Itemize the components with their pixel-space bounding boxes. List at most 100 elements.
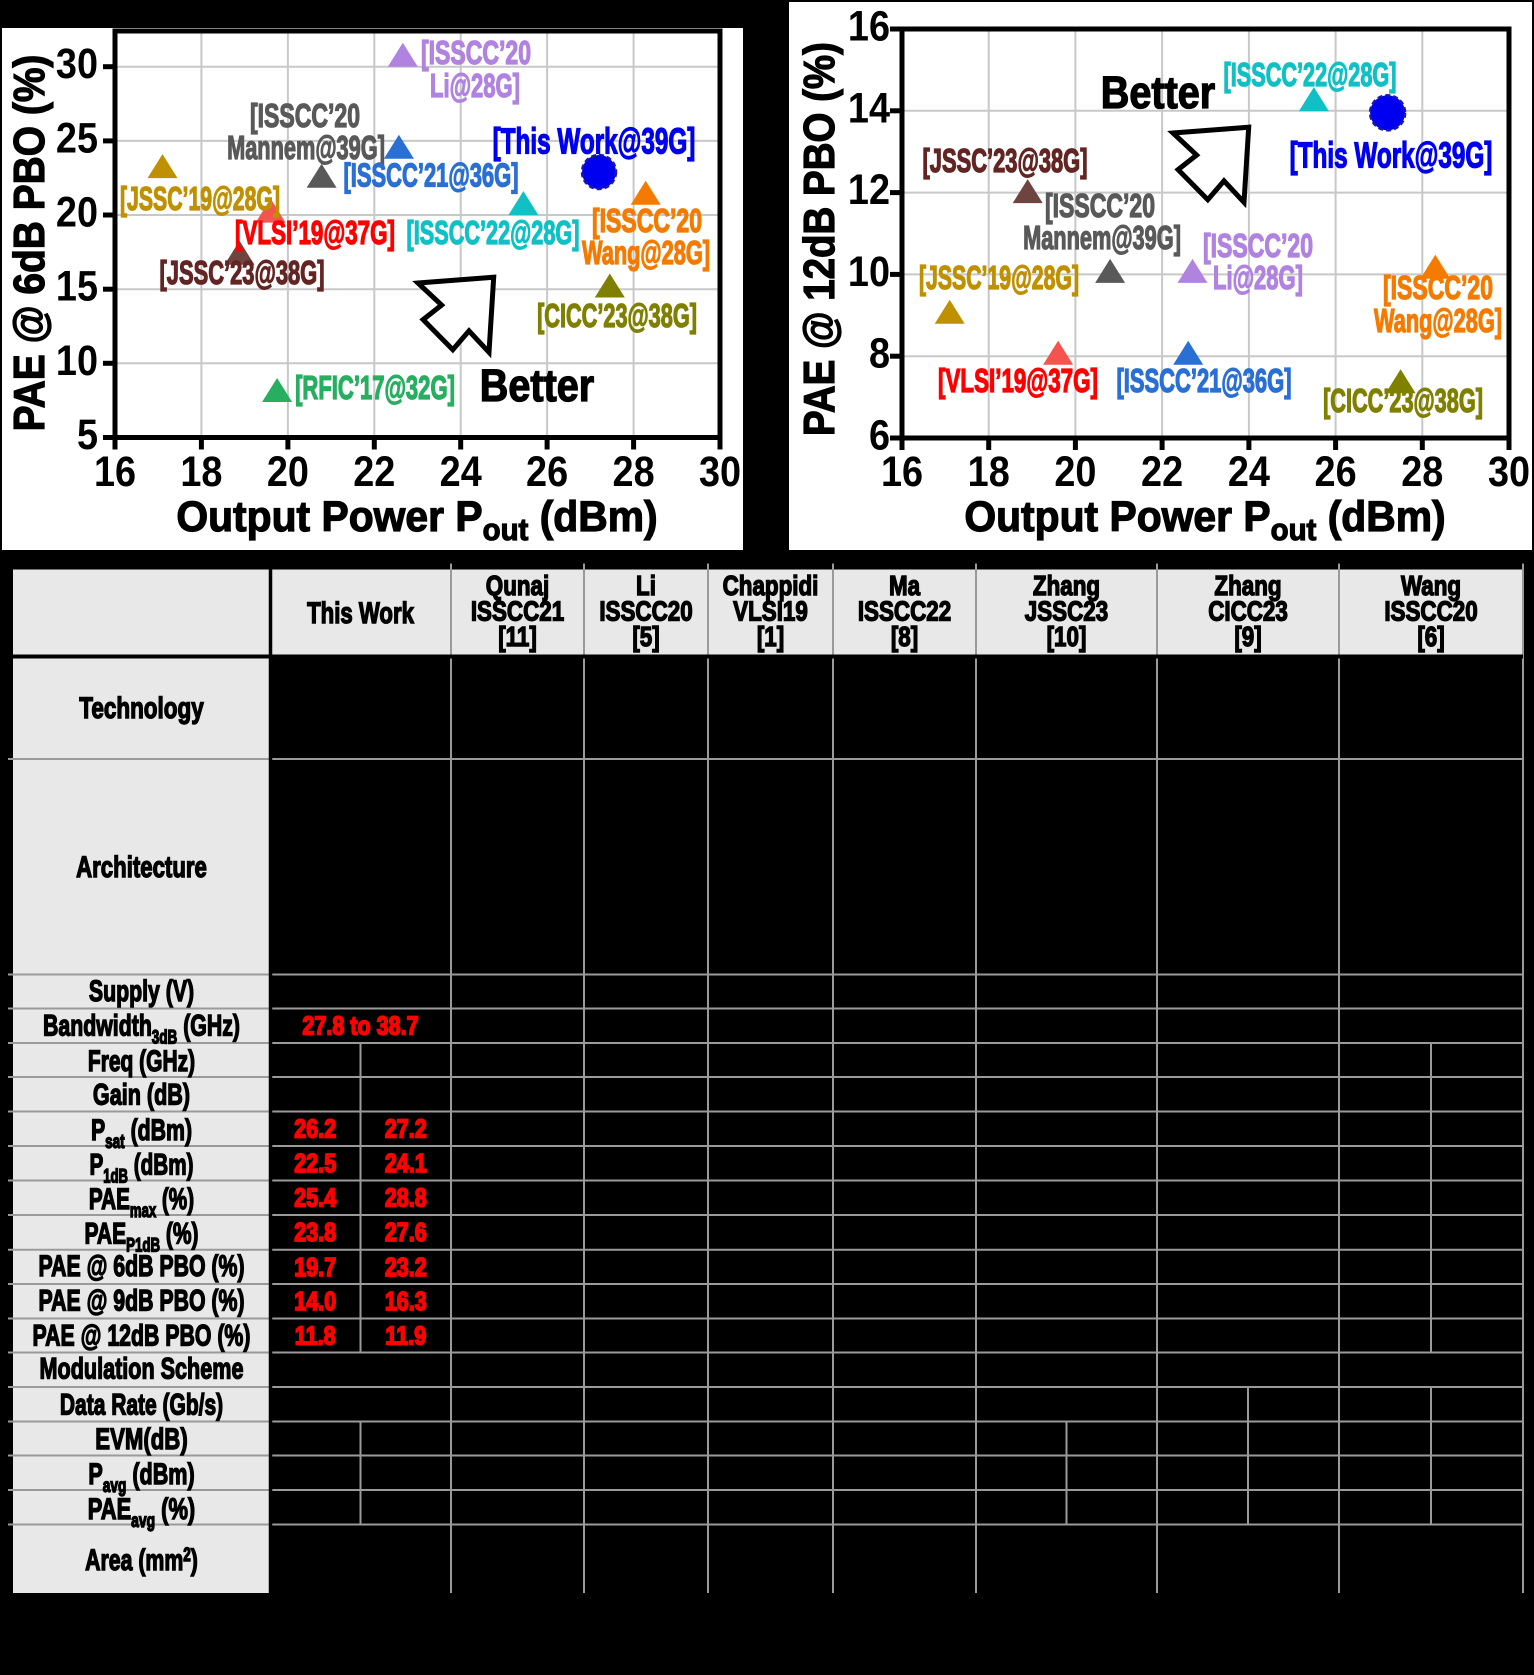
svg-text:Freq (GHz): Freq (GHz) [88,1046,195,1078]
svg-text:Ma: Ma [889,571,921,602]
svg-text:PAE @ 12dB PBO (%): PAE @ 12dB PBO (%) [33,1318,251,1353]
svg-text:ISSCC21: ISSCC21 [471,596,564,627]
svg-text:24: 24 [1228,447,1271,496]
svg-text:22.5: 22.5 [294,1149,336,1178]
svg-text:This Work: This Work [307,596,414,630]
svg-text:22: 22 [1141,447,1183,496]
svg-text:27.2: 27.2 [385,1115,427,1144]
svg-text:[This Work@39G]: [This Work@39G] [493,121,696,162]
svg-text:Zhang: Zhang [1214,571,1281,602]
svg-text:PAE @ 12dB PBO (%): PAE @ 12dB PBO (%) [795,42,844,436]
svg-text:10: 10 [848,247,890,296]
svg-text:[ISSCC’20: [ISSCC’20 [1045,188,1155,225]
svg-text:11.8: 11.8 [295,1322,336,1351]
svg-text:[ISSCC’22@28G]: [ISSCC’22@28G] [1224,56,1397,93]
svg-text:ISSCC20: ISSCC20 [599,596,692,627]
svg-text:22: 22 [353,447,395,496]
svg-text:CICC23: CICC23 [1208,596,1288,627]
svg-text:Better: Better [480,361,594,411]
svg-text:19.7: 19.7 [294,1253,336,1282]
svg-text:[CICC’23@38G]: [CICC’23@38G] [537,297,697,334]
svg-text:[JSSC’19@28G]: [JSSC’19@28G] [120,180,280,217]
svg-text:Wang@28G]: Wang@28G] [582,234,710,271]
svg-text:24.1: 24.1 [385,1149,427,1178]
svg-text:10: 10 [56,336,98,385]
svg-text:26.2: 26.2 [294,1115,336,1144]
svg-text:Modulation Scheme: Modulation Scheme [40,1351,244,1385]
svg-text:28: 28 [613,447,655,496]
svg-text:18: 18 [180,447,222,496]
svg-text:Technology: Technology [79,691,204,725]
svg-text:Li@28G]: Li@28G] [430,68,520,104]
svg-text:Gain (dB): Gain (dB) [93,1077,190,1111]
svg-text:8: 8 [869,328,890,377]
svg-text:PAE @ 6dB PBO (%): PAE @ 6dB PBO (%) [38,1248,244,1283]
svg-text:Li: Li [636,571,656,602]
svg-text:Chappidi: Chappidi [723,571,819,602]
svg-text:16: 16 [848,1,890,50]
svg-text:[CICC’23@38G]: [CICC’23@38G] [1323,382,1483,419]
svg-text:27.8 to 38.7: 27.8 to 38.7 [302,1012,418,1041]
svg-text:Li@28G]: Li@28G] [1213,260,1303,296]
svg-text:Better: Better [1101,68,1215,118]
svg-text:[ISSCC’22@28G]: [ISSCC’22@28G] [407,214,580,251]
svg-text:15: 15 [56,261,98,310]
svg-text:PAE @ 6dB PBO (%): PAE @ 6dB PBO (%) [4,55,54,432]
svg-text:Architecture: Architecture [76,850,207,884]
svg-text:ISSCC20: ISSCC20 [1384,596,1477,627]
svg-text:Mannem@39G]: Mannem@39G] [1023,219,1181,256]
svg-text:Output Power Pout (dBm): Output Power Pout (dBm) [964,492,1445,547]
svg-text:[11]: [11] [498,622,537,653]
svg-text:11.9: 11.9 [385,1322,426,1351]
svg-text:[5]: [5] [632,622,659,653]
svg-text:[6]: [6] [1417,622,1444,653]
svg-text:Mannem@39G]: Mannem@39G] [227,129,385,166]
svg-text:14: 14 [848,83,891,132]
svg-text:Qunaj: Qunaj [486,571,549,602]
svg-text:27.6: 27.6 [385,1218,427,1247]
svg-text:[ISSCC’21@36G]: [ISSCC’21@36G] [343,157,518,194]
svg-text:Area (mm2): Area (mm2) [85,1542,198,1577]
svg-text:12: 12 [848,165,890,214]
svg-text:ISSCC22: ISSCC22 [858,596,951,627]
svg-text:5: 5 [77,410,98,459]
svg-text:30: 30 [56,39,98,88]
svg-text:20: 20 [1054,447,1096,496]
svg-text:[JSSC’23@38G]: [JSSC’23@38G] [922,143,1087,180]
svg-text:30: 30 [1488,447,1530,496]
svg-text:24: 24 [440,447,483,496]
svg-text:P1dB (dBm): P1dB (dBm) [89,1149,193,1187]
svg-text:Wang: Wang [1401,571,1461,602]
svg-text:[RFIC’17@32G]: [RFIC’17@32G] [295,370,455,406]
svg-text:Data Rate (Gb/s): Data Rate (Gb/s) [60,1389,223,1421]
svg-text:16: 16 [94,447,136,496]
svg-text:Supply (V): Supply (V) [89,973,194,1008]
svg-text:20: 20 [56,187,98,236]
svg-text:[This Work@39G]: [This Work@39G] [1290,135,1493,176]
svg-text:26: 26 [1315,447,1357,496]
svg-text:[ISSCC’20: [ISSCC’20 [421,35,531,72]
svg-text:[1]: [1] [757,622,784,653]
svg-text:[ISSCC’21@36G]: [ISSCC’21@36G] [1116,363,1291,400]
svg-text:VLSI19: VLSI19 [733,596,808,627]
svg-text:[JSSC’23@38G]: [JSSC’23@38G] [159,255,324,292]
svg-text:[ISSCC’20: [ISSCC’20 [1203,228,1313,265]
svg-text:[8]: [8] [891,622,918,653]
svg-text:EVM(dB): EVM(dB) [95,1422,187,1456]
svg-text:[ISSCC’20: [ISSCC’20 [250,98,360,135]
svg-text:16.3: 16.3 [385,1287,427,1316]
svg-text:Wang@28G]: Wang@28G] [1374,302,1502,339]
svg-text:23.2: 23.2 [385,1253,427,1282]
svg-text:Zhang: Zhang [1033,571,1100,602]
svg-text:Bandwidth3dB (GHz): Bandwidth3dB (GHz) [43,1008,240,1048]
svg-text:[VLSI’19@37G]: [VLSI’19@37G] [938,362,1098,399]
svg-text:PAE @ 9dB PBO (%): PAE @ 9dB PBO (%) [38,1283,244,1318]
svg-text:[10]: [10] [1047,622,1087,653]
svg-text:18: 18 [968,447,1010,496]
svg-text:28: 28 [1401,447,1443,496]
svg-text:25: 25 [56,113,98,162]
svg-text:6: 6 [869,410,890,459]
svg-text:26: 26 [526,447,568,496]
svg-text:16: 16 [881,447,923,496]
svg-text:28.8: 28.8 [385,1184,427,1213]
